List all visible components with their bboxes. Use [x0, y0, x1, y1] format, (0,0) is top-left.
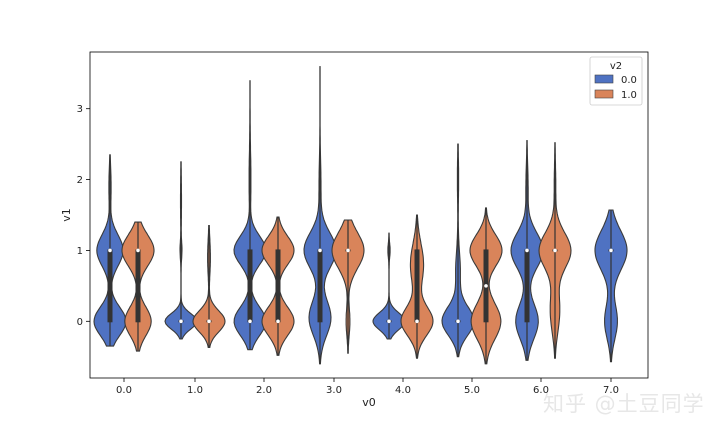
x-tick-label-2: 2.0 — [256, 385, 272, 396]
violin-1 — [164, 161, 198, 340]
watermark-text: 知乎 @土豆同学 — [543, 392, 705, 416]
violin-iqr-box-6 — [524, 249, 530, 323]
violin-median-point-0 — [108, 248, 112, 253]
violin-2 — [233, 80, 267, 351]
legend-title: v2 — [610, 61, 622, 72]
x-tick-label-6: 6.0 — [533, 385, 549, 396]
x-tick-label-1: 1.0 — [187, 385, 203, 396]
violin-median-point-9 — [276, 319, 280, 324]
violins-layer — [93, 66, 628, 365]
violin-14 — [594, 209, 628, 363]
x-tick-label-5: 5.0 — [464, 385, 480, 396]
violin-iqr-box-11 — [414, 249, 420, 323]
violin-median-point-10 — [346, 248, 350, 253]
x-tick-label-3: 3.0 — [326, 385, 342, 396]
violin-iqr-box-7 — [135, 249, 141, 323]
x-axis-ticks: 0.0 1.0 2.0 3.0 4.0 5.0 6.0 7.0 — [116, 378, 619, 396]
x-tick-label-4: 4.0 — [395, 385, 411, 396]
legend-entry-0: 0.0 — [621, 75, 637, 86]
legend-swatch-0 — [594, 74, 614, 84]
x-tick-label-7: 7.0 — [603, 385, 619, 396]
violin-median-point-11 — [415, 319, 419, 324]
violin-13 — [538, 142, 572, 359]
violin-median-point-13 — [553, 248, 557, 253]
x-axis-title: v0 — [362, 396, 376, 409]
plot-frame — [89, 51, 649, 379]
legend-entry-1: 1.0 — [621, 90, 637, 101]
violin-iqr-box-0 — [107, 249, 113, 323]
violin-10 — [331, 219, 365, 354]
violin-0 — [93, 154, 127, 347]
legend-swatch-1 — [594, 89, 614, 99]
violin-iqr-box-2 — [247, 249, 253, 323]
violin-iqr-box-3 — [317, 249, 323, 323]
violin-11 — [400, 214, 434, 359]
violin-4 — [372, 232, 406, 340]
violin-median-point-5 — [456, 319, 460, 324]
violin-12 — [469, 207, 503, 365]
violin-median-point-7 — [136, 248, 140, 253]
violin-9 — [261, 216, 295, 356]
violin-3 — [303, 66, 337, 365]
violin-5 — [441, 143, 475, 358]
x-tick-label-0: 0.0 — [116, 385, 132, 396]
y-tick-label-0: 0 — [77, 317, 83, 328]
violin-median-point-2 — [248, 319, 252, 324]
violin-median-point-4 — [387, 319, 391, 324]
y-tick-label-1: 1 — [77, 246, 83, 257]
y-axis-ticks: 0 1 2 3 — [77, 104, 90, 328]
violin-median-point-1 — [179, 319, 183, 324]
y-tick-label-3: 3 — [77, 104, 83, 115]
violin-6 — [510, 140, 544, 361]
violin-median-point-14 — [609, 248, 613, 253]
violin-median-point-8 — [207, 319, 211, 324]
legend: v2 0.0 1.0 — [589, 56, 643, 106]
y-tick-label-2: 2 — [77, 175, 83, 186]
violin-8 — [192, 225, 226, 349]
violin-median-point-6 — [525, 248, 529, 253]
y-axis-title: v1 — [60, 208, 73, 222]
violin-median-point-12 — [484, 284, 488, 288]
violin-iqr-box-9 — [275, 249, 281, 323]
violin-median-point-3 — [318, 248, 322, 253]
violin-7 — [121, 221, 155, 352]
